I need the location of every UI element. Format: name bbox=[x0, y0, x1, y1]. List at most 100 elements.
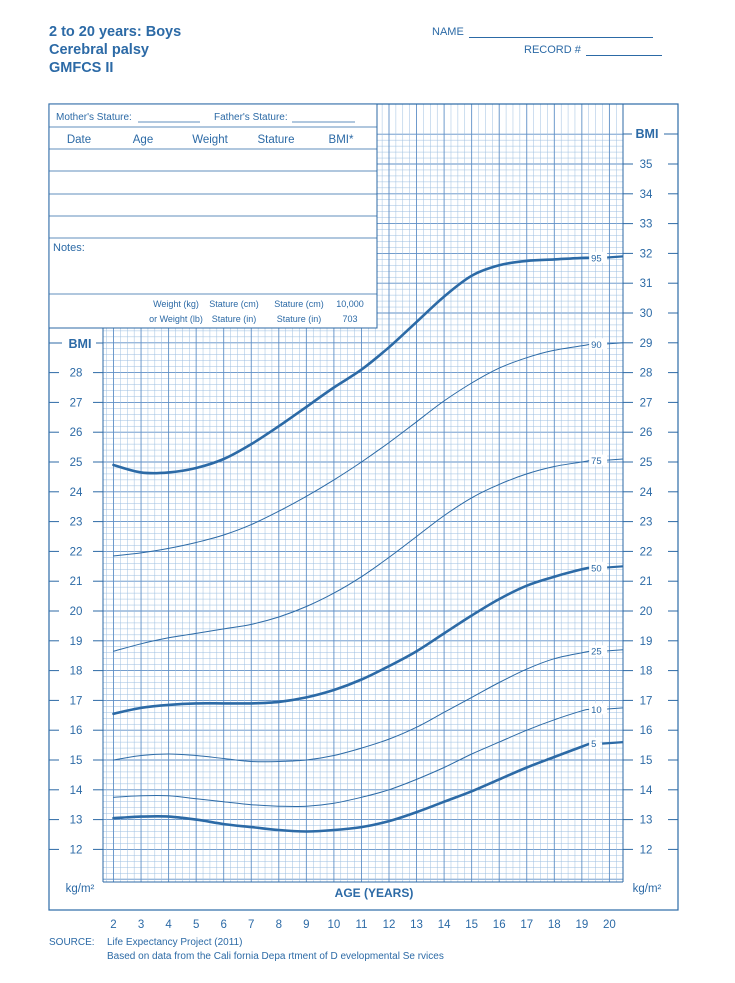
x-tick-label: 5 bbox=[193, 919, 199, 931]
x-tick-label: 3 bbox=[138, 919, 144, 931]
right-tick-label: 17 bbox=[640, 695, 653, 707]
x-tick-label: 19 bbox=[575, 919, 588, 931]
right-tick-label: 32 bbox=[640, 248, 653, 260]
right-tick-label: 26 bbox=[640, 427, 653, 439]
right-tick-label: 15 bbox=[640, 755, 653, 767]
right-tick-label: 20 bbox=[640, 606, 653, 618]
axis-labels: BMI BMI kg/m² kg/m² AGE (YEARS) bbox=[49, 127, 678, 901]
name-blank[interactable] bbox=[468, 26, 653, 38]
source-line-2: Based on data from the Cali fornia Depa … bbox=[107, 951, 444, 962]
left-tick-label: 16 bbox=[70, 725, 83, 737]
x-axis-title-bg bbox=[326, 884, 422, 901]
x-tick-label: 6 bbox=[220, 919, 226, 931]
father-stature-label: Father's Stature: bbox=[214, 112, 288, 123]
percentile-25-label: 25 bbox=[591, 647, 602, 658]
left-tick-label: 25 bbox=[70, 457, 83, 469]
right-tick-label: 28 bbox=[640, 368, 653, 380]
x-tick-label: 13 bbox=[410, 919, 423, 931]
source-label: SOURCE: bbox=[49, 937, 95, 948]
percentile-95-label-bg bbox=[589, 251, 608, 263]
x-tick-label: 20 bbox=[603, 919, 616, 931]
right-tick-label: 25 bbox=[640, 457, 653, 469]
conversion-bottom-3: 703 bbox=[342, 314, 357, 324]
conversion-bottom-1: Stature (in) bbox=[212, 314, 257, 324]
percentile-5-label-bg bbox=[589, 737, 601, 749]
percentile-5-label: 5 bbox=[591, 739, 596, 750]
left-tick-label: 17 bbox=[70, 695, 83, 707]
x-tick-label: 7 bbox=[248, 919, 254, 931]
table-header-weight: Weight bbox=[192, 134, 228, 146]
percentile-90-label-bg bbox=[589, 338, 608, 350]
record-field[interactable]: RECORD # bbox=[524, 44, 662, 56]
percentile-25-curve bbox=[113, 650, 591, 763]
percentile-10-label-bg bbox=[589, 703, 608, 715]
right-tick-label: 23 bbox=[640, 517, 653, 529]
axis-ticks: 1213141516171819202122232425262728121314… bbox=[49, 159, 678, 931]
right-tick-label: 21 bbox=[640, 576, 653, 588]
left-tick-label: 23 bbox=[70, 517, 83, 529]
record-label: RECORD # bbox=[524, 44, 581, 56]
percentile-95-curve bbox=[112, 256, 592, 475]
left-tick-label: 19 bbox=[70, 636, 83, 648]
table-header-age: Age bbox=[133, 134, 153, 146]
record-table: Mother's Stature: Father's Stature: Date Ag… bbox=[48, 103, 378, 329]
percentile-curves: 95 90 75 50 25 10 5 bbox=[112, 251, 624, 833]
x-tick-label: 18 bbox=[548, 919, 561, 931]
right-y-unit: kg/m² bbox=[633, 883, 662, 895]
chart-subtitle-gmfcs: GMFCS II bbox=[49, 60, 114, 76]
right-tick-label: 27 bbox=[640, 397, 653, 409]
right-tick-label: 16 bbox=[640, 725, 653, 737]
x-tick-label: 16 bbox=[493, 919, 506, 931]
right-tick-label: 31 bbox=[640, 278, 653, 290]
percentile-75-label: 75 bbox=[591, 456, 602, 467]
left-y-unit: kg/m² bbox=[66, 883, 95, 895]
right-tick-label: 30 bbox=[640, 308, 653, 320]
left-tick-label: 15 bbox=[70, 755, 83, 767]
right-tick-label: 19 bbox=[640, 636, 653, 648]
x-tick-label: 9 bbox=[303, 919, 309, 931]
left-tick-label: 28 bbox=[70, 368, 83, 380]
x-tick-label: 14 bbox=[438, 919, 451, 931]
percentile-5-tail bbox=[602, 741, 624, 745]
table-header-stature: Stature bbox=[257, 134, 294, 146]
name-field[interactable]: NAME bbox=[432, 26, 653, 38]
left-tick-label: 14 bbox=[70, 785, 83, 797]
right-tick-label: 24 bbox=[640, 487, 653, 499]
x-tick-label: 12 bbox=[383, 919, 396, 931]
chart-subtitle: Cerebral palsy bbox=[49, 42, 149, 58]
conversion-top-1: Stature (cm) bbox=[209, 299, 259, 309]
percentile-75-label-bg bbox=[589, 454, 608, 466]
name-label: NAME bbox=[432, 26, 464, 38]
x-tick-label: 10 bbox=[328, 919, 341, 931]
conversion-bottom-2: Stature (in) bbox=[277, 314, 322, 324]
left-y-axis-title: BMI bbox=[69, 337, 92, 351]
record-blank[interactable] bbox=[585, 44, 662, 56]
right-tick-label: 34 bbox=[640, 189, 653, 201]
percentile-25-label-bg bbox=[589, 645, 608, 657]
percentile-50-label: 50 bbox=[591, 563, 602, 574]
left-bmi-title-bg bbox=[62, 335, 96, 351]
table-header-bmi: BMI* bbox=[329, 134, 354, 146]
left-tick-label: 27 bbox=[70, 397, 83, 409]
x-tick-label: 17 bbox=[520, 919, 533, 931]
x-tick-label: 8 bbox=[276, 919, 282, 931]
conversion-top-2: Stature (cm) bbox=[274, 299, 324, 309]
mother-stature-label: Mother's Stature: bbox=[56, 112, 132, 123]
left-tick-label: 12 bbox=[70, 844, 83, 856]
percentile-90-curve bbox=[113, 343, 591, 557]
x-tick-label: 11 bbox=[355, 919, 367, 931]
source-line-1: Life Expectancy Project (2011) bbox=[107, 937, 243, 948]
left-tick-label: 26 bbox=[70, 427, 83, 439]
chart-title: 2 to 20 years: Boys bbox=[49, 24, 182, 40]
percentile-75-curve bbox=[113, 460, 591, 652]
left-tick-label: 13 bbox=[70, 815, 83, 827]
x-tick-label: 4 bbox=[165, 919, 172, 931]
percentile-10-curve bbox=[113, 708, 591, 807]
conversion-bottom-0: or Weight (lb) bbox=[149, 314, 203, 324]
right-tick-label: 29 bbox=[640, 338, 653, 350]
x-tick-label: 15 bbox=[465, 919, 478, 931]
left-tick-label: 20 bbox=[70, 606, 83, 618]
x-tick-label: 2 bbox=[110, 919, 116, 931]
right-tick-label: 35 bbox=[640, 159, 653, 171]
